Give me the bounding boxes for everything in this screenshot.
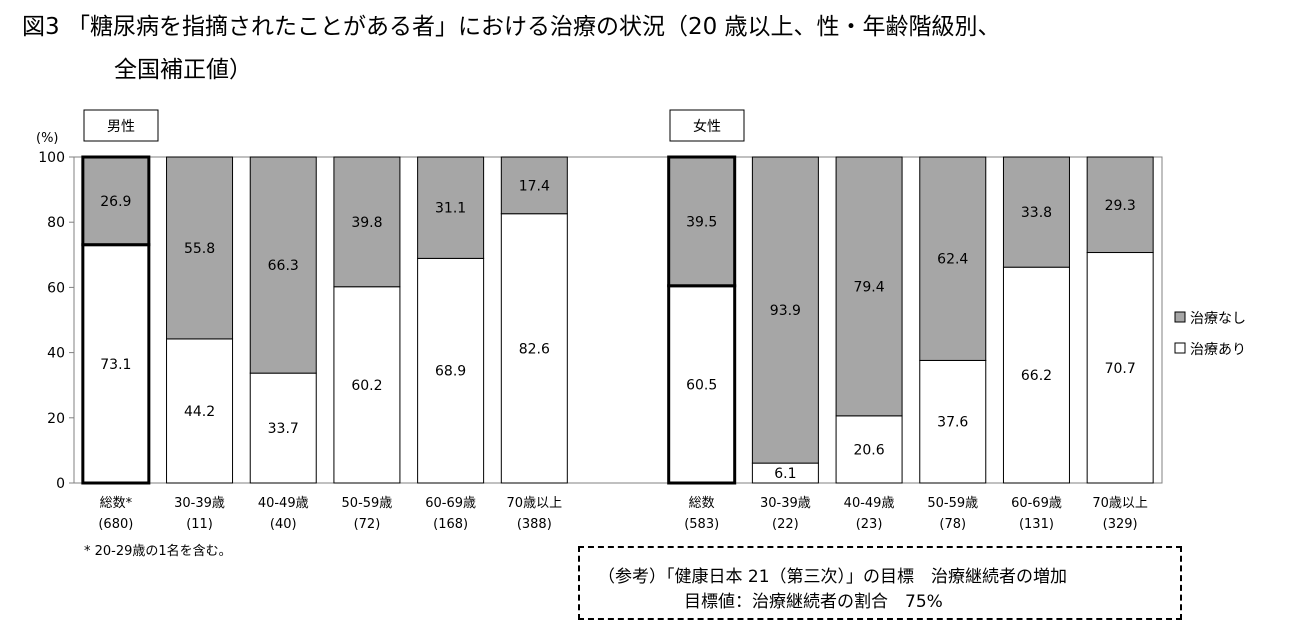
bar-untreated: [81, 155, 151, 247]
chart-title-line2: 全国補正値）: [114, 57, 252, 83]
x-tick-label: 70歳以上: [507, 496, 563, 511]
x-tick-label: 40-49歳: [844, 496, 895, 511]
data-label-treated: 33.7: [268, 421, 299, 437]
panel-label-box: [669, 109, 745, 142]
x-count-label: (131): [1019, 517, 1054, 532]
data-label-untreated: 33.8: [1021, 205, 1052, 221]
x-count-label: (72): [354, 517, 381, 532]
data-label-untreated: 62.4: [937, 252, 968, 268]
data-label-untreated: 29.3: [1105, 198, 1136, 214]
bar-untreated: [751, 156, 819, 464]
x-tick-label: 50-59歳: [342, 496, 393, 511]
x-count-label: (680): [98, 517, 133, 532]
y-axis-unit: (%): [36, 131, 59, 146]
bar-untreated: [249, 156, 317, 374]
reference-line2: 目標値：治療継続者の割合 75%: [684, 592, 943, 612]
x-count-label: (388): [517, 517, 552, 532]
data-label-untreated: 26.9: [100, 194, 131, 210]
data-label-treated: 60.5: [686, 377, 717, 393]
x-count-label: (329): [1103, 517, 1138, 532]
x-tick-label: 60-69歳: [1011, 496, 1062, 511]
x-tick-label: 60-69歳: [425, 496, 476, 511]
bar-untreated: [1086, 156, 1154, 254]
x-count-label: (40): [270, 517, 297, 532]
data-label-untreated: 79.4: [853, 279, 884, 295]
bar-treated: [667, 284, 737, 485]
data-label-treated: 73.1: [100, 357, 131, 373]
bar-untreated: [667, 155, 737, 288]
x-count-label: (11): [186, 517, 213, 532]
bar-treated: [1002, 266, 1070, 484]
data-label-untreated: 39.8: [351, 215, 382, 231]
bar-untreated: [500, 156, 568, 215]
data-label-untreated: 55.8: [184, 241, 215, 257]
data-label-untreated: 39.5: [686, 214, 717, 230]
panel-label: 女性: [693, 118, 721, 135]
y-tick-label: 0: [56, 476, 65, 492]
data-label-treated: 66.2: [1021, 368, 1052, 384]
bar-treated: [417, 257, 485, 484]
panel-label: 男性: [107, 119, 135, 135]
x-count-label: (583): [684, 517, 719, 532]
data-label-untreated: 31.1: [435, 201, 466, 217]
legend-swatch: [1174, 311, 1186, 323]
data-label-treated: 68.9: [435, 364, 466, 380]
panel-label-box: [83, 109, 159, 142]
reference-line1: （参考）「健康日本 21（第三次）」の目標 治療継続者の増加: [598, 567, 1068, 587]
legend-swatch: [1174, 342, 1186, 354]
x-tick-label: 30-39歳: [174, 496, 225, 511]
legend-label: 治療なし: [1190, 310, 1246, 327]
bar-untreated: [1002, 156, 1070, 268]
data-label-treated: 70.7: [1105, 361, 1136, 377]
x-count-label: (23): [856, 517, 883, 532]
bar-untreated: [166, 156, 234, 340]
bar-treated: [500, 213, 568, 484]
y-tick-label: 100: [38, 150, 65, 166]
reference-box: （参考）「健康日本 21（第三次）」の目標 治療継続者の増加 目標値：治療継続者…: [578, 546, 1182, 620]
y-tick-label: 40: [47, 346, 65, 362]
data-label-untreated: 17.4: [519, 178, 550, 194]
bar-treated: [333, 286, 401, 484]
x-tick-label: 30-39歳: [760, 496, 811, 511]
x-tick-label: 50-59歳: [927, 496, 978, 511]
data-label-treated: 20.6: [853, 442, 884, 458]
x-tick-label: 40-49歳: [258, 496, 309, 511]
x-tick-label: 総数: [689, 496, 715, 511]
x-tick-label: 70歳以上: [1092, 496, 1148, 511]
bar-treated: [1086, 252, 1154, 484]
stacked-bar-chart: 0 20 40 60 80 100 (%) 男性 73.1 26.9 総数* (680) 44.2 55.…: [36, 109, 1246, 532]
x-count-label: (168): [433, 517, 468, 532]
y-tick-label: 60: [47, 280, 65, 296]
bar-untreated: [835, 156, 903, 417]
legend-label: 治療あり: [1190, 341, 1246, 358]
bar-untreated: [919, 156, 987, 361]
x-count-label: (22): [772, 517, 799, 532]
bar-untreated: [333, 156, 401, 288]
data-label-treated: 37.6: [937, 415, 968, 431]
bar-treated: [835, 415, 903, 484]
x-count-label: (78): [939, 517, 966, 532]
data-label-untreated: 66.3: [268, 258, 299, 274]
footnote: * 20-29歳の1名を含む。: [84, 544, 232, 559]
bar-untreated: [417, 156, 485, 259]
data-label-untreated: 93.9: [770, 303, 801, 319]
data-label-treated: 60.2: [351, 378, 382, 394]
data-label-treated: 82.6: [519, 341, 550, 357]
chart-title: 図3 「糖尿病を指摘されたことがある者」における治療の状況（20 歳以上、性・年…: [22, 14, 1001, 40]
y-tick-label: 20: [47, 411, 65, 427]
data-label-treated: 6.1: [774, 466, 796, 482]
y-tick-label: 80: [47, 215, 65, 231]
x-tick-label: 総数*: [100, 496, 133, 511]
bar-treated: [249, 372, 317, 484]
plot-area: [73, 156, 1163, 484]
bar-treated: [919, 359, 987, 484]
data-label-treated: 44.2: [184, 404, 215, 420]
